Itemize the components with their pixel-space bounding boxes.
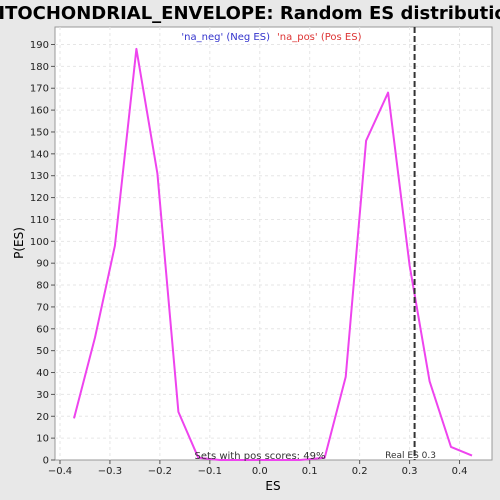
y-tick-label: 60: [36, 324, 49, 335]
x-tick-label: −0.1: [198, 466, 222, 477]
y-tick-label: 180: [30, 62, 49, 73]
legend: 'na_neg' (Neg ES) 'na_pos' (Pos ES): [181, 32, 361, 43]
y-tick-label: 40: [36, 368, 49, 379]
y-tick-label: 190: [30, 40, 49, 51]
series-layer: [73, 47, 473, 461]
y-tick-label: 10: [36, 434, 49, 445]
x-tick-label: −0.3: [98, 466, 122, 477]
y-tick-label: 140: [30, 149, 49, 160]
y-tick-label: 50: [36, 346, 49, 357]
y-tick-label: 150: [30, 127, 49, 138]
y-tick-label: 130: [30, 171, 49, 182]
y-axis-label: P(ES): [12, 227, 26, 259]
y-tick-label: 0: [43, 456, 49, 467]
y-tick-label: 30: [36, 390, 49, 401]
legend-neg-es: 'na_neg' (Neg ES): [181, 32, 270, 43]
x-axis: −0.4 −0.3 −0.2 −0.1 0.0 0.1 0.2 0.3 0.4: [48, 460, 468, 477]
x-tick-label: 0.4: [452, 466, 468, 477]
y-tick-label: 90: [36, 259, 49, 270]
y-tick-label: 100: [30, 237, 49, 248]
x-axis-label: ES: [265, 479, 280, 493]
x-tick-label: 0.0: [252, 466, 268, 477]
y-tick-label: 160: [30, 106, 49, 117]
y-tick-label: 80: [36, 281, 49, 292]
legend-pos-es: 'na_pos' (Pos ES): [277, 32, 362, 43]
y-axis: 0 10 20 30 40 50 60 70 80 90 100 110 120 130 140 150 160…: [30, 40, 55, 467]
x-tick-label: 0.2: [352, 466, 368, 477]
y-tick-label: 170: [30, 84, 49, 95]
chart-title: MITOCHONDRIAL_ENVELOPE: Random ES distri…: [0, 3, 500, 24]
plot-area: [54, 26, 493, 461]
x-tick-label: 0.3: [402, 466, 418, 477]
y-tick-label: 110: [30, 215, 49, 226]
y-tick-label: 120: [30, 193, 49, 204]
x-tick-label: 0.1: [302, 466, 318, 477]
real-es-label: Real ES 0.3: [385, 451, 436, 461]
x-tick-label: −0.2: [148, 466, 172, 477]
es-distribution-line: [73, 47, 473, 461]
reference-line-group: Real ES 0.3: [385, 27, 436, 461]
y-tick-label: 20: [36, 412, 49, 423]
pos-scores-annotation: Sets with pos scores: 49%: [195, 451, 326, 462]
x-tick-label: −0.4: [48, 466, 72, 477]
y-tick-label: 70: [36, 302, 49, 313]
